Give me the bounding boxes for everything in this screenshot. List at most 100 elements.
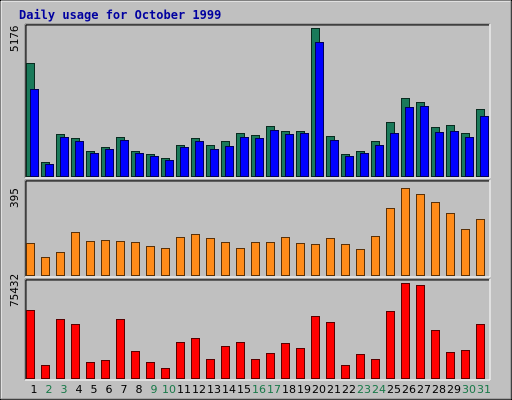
panel-3: 75432 (8, 274, 491, 381)
bar-panel2-series1-day-4 (71, 232, 80, 276)
bar-panel2-series1-day-30 (461, 229, 470, 276)
bar-panel3-series1-day-19 (296, 348, 305, 379)
bar-panel1-series2-day-22 (345, 156, 354, 177)
bar-panel1-series2-day-18 (285, 134, 294, 177)
day-label-18: 18 (282, 383, 296, 396)
day-label-15: 15 (237, 383, 251, 396)
bar-panel1-series2-day-4 (75, 141, 84, 177)
bar-panel2-series1-day-6 (101, 240, 110, 276)
bar-panel3-series1-day-9 (146, 362, 155, 379)
bar-panel1-series2-day-28 (435, 132, 444, 177)
day-label-30: 30 (462, 383, 476, 396)
bar-panel2-series1-day-27 (416, 194, 425, 276)
bar-panel3-series1-day-2 (41, 365, 50, 379)
bar-panel1-series2-day-27 (420, 106, 429, 177)
bar-panel3-series1-day-6 (101, 360, 110, 379)
bar-panel2-series1-day-22 (341, 244, 350, 276)
bar-panel2-series1-day-21 (326, 238, 335, 276)
bar-panel3-series1-day-14 (221, 346, 230, 379)
bar-panel2-series1-day-3 (56, 252, 65, 276)
panel-1-axis-max-label: 5176 (8, 26, 21, 53)
day-label-11: 11 (177, 383, 191, 396)
bar-panel1-series2-day-14 (225, 146, 234, 177)
day-label-12: 12 (192, 383, 206, 396)
bar-panel2-series1-day-15 (236, 248, 245, 276)
bar-panel1-series2-day-25 (390, 133, 399, 177)
bar-panel3-series1-day-26 (401, 283, 410, 379)
chart-panels: 5176 395 75432 (8, 23, 491, 381)
bar-panel2-series1-day-28 (431, 202, 440, 276)
bar-panel1-series2-day-1 (30, 89, 39, 177)
day-label-13: 13 (207, 383, 221, 396)
bar-panel2-series1-day-16 (251, 242, 260, 276)
day-label-28: 28 (432, 383, 446, 396)
bar-panel1-series2-day-15 (240, 137, 249, 177)
bar-panel1-series2-day-24 (375, 145, 384, 177)
bar-panel2-series1-day-11 (176, 237, 185, 276)
bar-panel3-series1-day-4 (71, 324, 80, 379)
panel-2-axis-max-label: 395 (8, 188, 21, 208)
bar-panel3-series1-day-8 (131, 351, 140, 379)
bar-panel1-series2-day-17 (270, 130, 279, 177)
day-label-24: 24 (372, 383, 386, 396)
day-label-1: 1 (31, 383, 38, 396)
panel-3-axis-max-label: 75432 (8, 274, 21, 307)
bar-panel2-series1-day-1 (26, 243, 35, 276)
bar-panel1-series2-day-19 (300, 133, 309, 177)
bar-panel1-series2-day-7 (120, 140, 129, 177)
bar-panel2-series1-day-13 (206, 238, 215, 276)
bar-panel2-series1-day-31 (476, 219, 485, 276)
day-label-22: 22 (342, 383, 356, 396)
bar-panel3-series1-day-18 (281, 343, 290, 379)
bar-panel3-series1-day-31 (476, 324, 485, 379)
bar-panel3-series1-day-13 (206, 359, 215, 379)
day-label-2: 2 (46, 383, 53, 396)
bar-panel2-series1-day-19 (296, 243, 305, 276)
panel-1: 5176 (8, 23, 491, 179)
bar-panel3-series1-day-15 (236, 342, 245, 379)
bar-panel1-series2-day-12 (195, 141, 204, 177)
bar-panel3-series1-day-5 (86, 362, 95, 379)
bar-panel3-series1-day-28 (431, 330, 440, 379)
bar-panel3-series1-day-3 (56, 319, 65, 379)
day-label-20: 20 (312, 383, 326, 396)
bar-panel1-series2-day-9 (150, 156, 159, 177)
day-label-8: 8 (136, 383, 143, 396)
day-label-29: 29 (447, 383, 461, 396)
bar-panel2-series1-day-26 (401, 188, 410, 276)
day-label-17: 17 (267, 383, 281, 396)
day-label-19: 19 (297, 383, 311, 396)
bar-panel1-series2-day-29 (450, 131, 459, 177)
bar-panel1-series2-day-31 (480, 116, 489, 177)
day-label-27: 27 (417, 383, 431, 396)
day-label-21: 21 (327, 383, 341, 396)
day-label-14: 14 (222, 383, 236, 396)
bar-panel2-series1-day-18 (281, 237, 290, 276)
bar-panel2-series1-day-8 (131, 242, 140, 276)
bar-panel2-series1-day-7 (116, 241, 125, 276)
bar-panel3-series1-day-24 (371, 359, 380, 379)
bar-panel1-series2-day-20 (315, 42, 324, 177)
day-label-7: 7 (121, 383, 128, 396)
bar-panel3-series1-day-30 (461, 350, 470, 379)
bar-panel2-series1-day-2 (41, 257, 50, 276)
day-label-4: 4 (76, 383, 83, 396)
bar-panel3-series1-day-11 (176, 342, 185, 379)
bar-panel2-series1-day-23 (356, 249, 365, 276)
bar-panel1-series2-day-5 (90, 153, 99, 177)
day-label-16: 16 (252, 383, 266, 396)
bar-panel2-series1-day-9 (146, 246, 155, 276)
bar-panel3-series1-day-7 (116, 319, 125, 379)
bar-panel1-series2-day-23 (360, 153, 369, 177)
bar-panel2-series1-day-5 (86, 241, 95, 276)
bar-panel1-series2-day-26 (405, 107, 414, 177)
bar-panel2-series1-day-14 (221, 242, 230, 276)
bar-panel1-series2-day-10 (165, 160, 174, 177)
bar-panel3-series1-day-27 (416, 285, 425, 379)
day-label-6: 6 (106, 383, 113, 396)
bar-panel3-series1-day-16 (251, 359, 260, 379)
chart-title: Daily usage for October 1999 (19, 8, 221, 22)
bar-panel1-series2-day-8 (135, 153, 144, 177)
